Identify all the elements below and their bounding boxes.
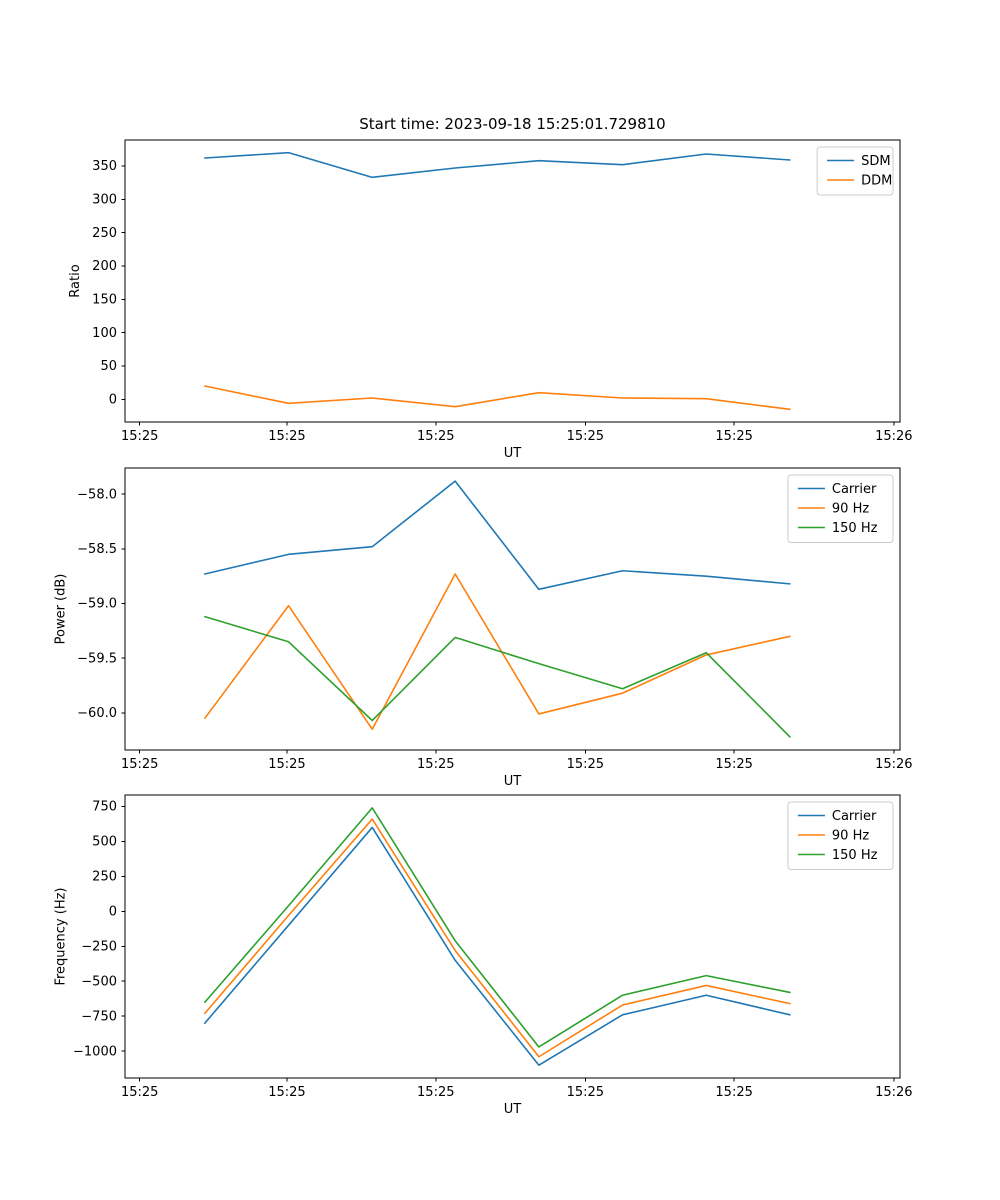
x-tick-label: 15:25 xyxy=(567,757,604,772)
legend-label-90-hz: 90 Hz xyxy=(832,502,869,517)
series-line-carrier xyxy=(204,480,791,591)
x-tick-label: 15:25 xyxy=(715,757,752,772)
x-tick-label: 15:25 xyxy=(417,429,454,444)
chart-2: −60.0−59.5−59.0−58.5−58.015:25 15:25 15:25… xyxy=(54,467,913,789)
legend-box xyxy=(787,801,894,870)
y-axis-label: Ratio xyxy=(68,264,83,297)
y-tick-label: 100 xyxy=(92,326,117,341)
y-tick-label: −59.5 xyxy=(77,651,117,666)
x-tick-label: 15:25 xyxy=(567,429,604,444)
y-tick-label: 200 xyxy=(92,259,117,274)
legend-label-carrier: Carrier xyxy=(832,809,877,824)
y-tick-label: 300 xyxy=(92,193,117,208)
y-axis-ticks: 0 50 100 150 200 250 300 350 xyxy=(92,159,125,408)
y-axis-ticks: −1000 −750 −500 −250 0 250 500 750 xyxy=(73,800,125,1059)
plot-border xyxy=(124,794,901,1079)
series-line-90-hz xyxy=(204,573,791,731)
legend-box xyxy=(816,146,894,196)
legend-label-sdm: SDM xyxy=(861,154,890,169)
y-tick-label: −750 xyxy=(81,1009,117,1024)
y-tick-label: −58.0 xyxy=(77,487,117,502)
series-line-ddm xyxy=(204,385,791,411)
legend-label-90-hz: 90 Hz xyxy=(832,829,869,844)
y-axis-label: Frequency (Hz) xyxy=(54,887,69,985)
legend-label-150-hz: 150 Hz xyxy=(832,848,878,863)
y-tick-label: −500 xyxy=(81,974,117,989)
legend: SDM DDM xyxy=(816,146,894,196)
y-tick-label: 500 xyxy=(92,835,117,850)
series-line-carrier xyxy=(204,826,791,1066)
x-axis-ticks: 15:25 15:25 15:25 15:25 15:25 15:26 xyxy=(121,1078,913,1100)
y-tick-label: 150 xyxy=(92,293,117,308)
plot-border xyxy=(124,467,901,751)
legend-box xyxy=(787,474,894,543)
y-axis-label: Power (dB) xyxy=(54,574,69,645)
x-tick-label: 15:25 xyxy=(121,757,158,772)
legend: Carrier 90 Hz 150 Hz xyxy=(787,474,894,543)
y-tick-label: 0 xyxy=(109,393,117,408)
x-tick-label: 15:25 xyxy=(268,757,305,772)
y-tick-label: −59.0 xyxy=(77,597,117,612)
x-tick-label: 15:25 xyxy=(715,1085,752,1100)
y-tick-label: 50 xyxy=(100,359,117,374)
x-axis-label: UT xyxy=(504,1102,522,1117)
x-tick-label: 15:25 xyxy=(417,757,454,772)
y-tick-label: 0 xyxy=(109,905,117,920)
legend: Carrier 90 Hz 150 Hz xyxy=(787,801,894,870)
x-tick-label: 15:26 xyxy=(875,757,912,772)
x-tick-label: 15:25 xyxy=(417,1085,454,1100)
y-tick-label: 250 xyxy=(92,870,117,885)
x-axis-ticks: 15:25 15:25 15:25 15:25 15:25 15:26 xyxy=(121,422,913,444)
y-tick-label: 350 xyxy=(92,159,117,174)
legend-label-carrier: Carrier xyxy=(832,482,877,497)
legend-label-150-hz: 150 Hz xyxy=(832,521,878,536)
series-line-90-hz xyxy=(204,818,791,1058)
chart-1: Start time: 2023-09-18 15:25:01.729810 0 5… xyxy=(68,115,912,461)
x-tick-label: 15:25 xyxy=(715,429,752,444)
series-line-sdm xyxy=(204,151,791,179)
x-axis-ticks: 15:25 15:25 15:25 15:25 15:25 15:26 xyxy=(121,750,913,772)
x-tick-label: 15:25 xyxy=(268,429,305,444)
y-tick-label: −60.0 xyxy=(77,706,117,721)
x-tick-label: 15:26 xyxy=(875,1085,912,1100)
y-tick-label: −250 xyxy=(81,939,117,954)
series-line-150-hz xyxy=(204,615,791,738)
y-tick-label: 250 xyxy=(92,226,117,241)
x-tick-label: 15:25 xyxy=(567,1085,604,1100)
y-tick-label: −1000 xyxy=(73,1044,117,1059)
x-tick-label: 15:25 xyxy=(121,429,158,444)
chart-title: Start time: 2023-09-18 15:25:01.729810 xyxy=(359,115,665,133)
x-axis-label: UT xyxy=(504,446,522,461)
y-tick-label: 750 xyxy=(92,800,117,815)
legend-label-ddm: DDM xyxy=(861,174,892,189)
x-tick-label: 15:25 xyxy=(121,1085,158,1100)
x-tick-label: 15:25 xyxy=(268,1085,305,1100)
series-line-150-hz xyxy=(204,807,791,1048)
x-axis-label: UT xyxy=(504,774,522,789)
y-tick-label: −58.5 xyxy=(77,542,117,557)
y-axis-ticks: −60.0 −59.5 −59.0 −58.5 −58.0 xyxy=(77,487,125,721)
plot-border xyxy=(124,139,901,423)
x-tick-label: 15:26 xyxy=(875,429,912,444)
